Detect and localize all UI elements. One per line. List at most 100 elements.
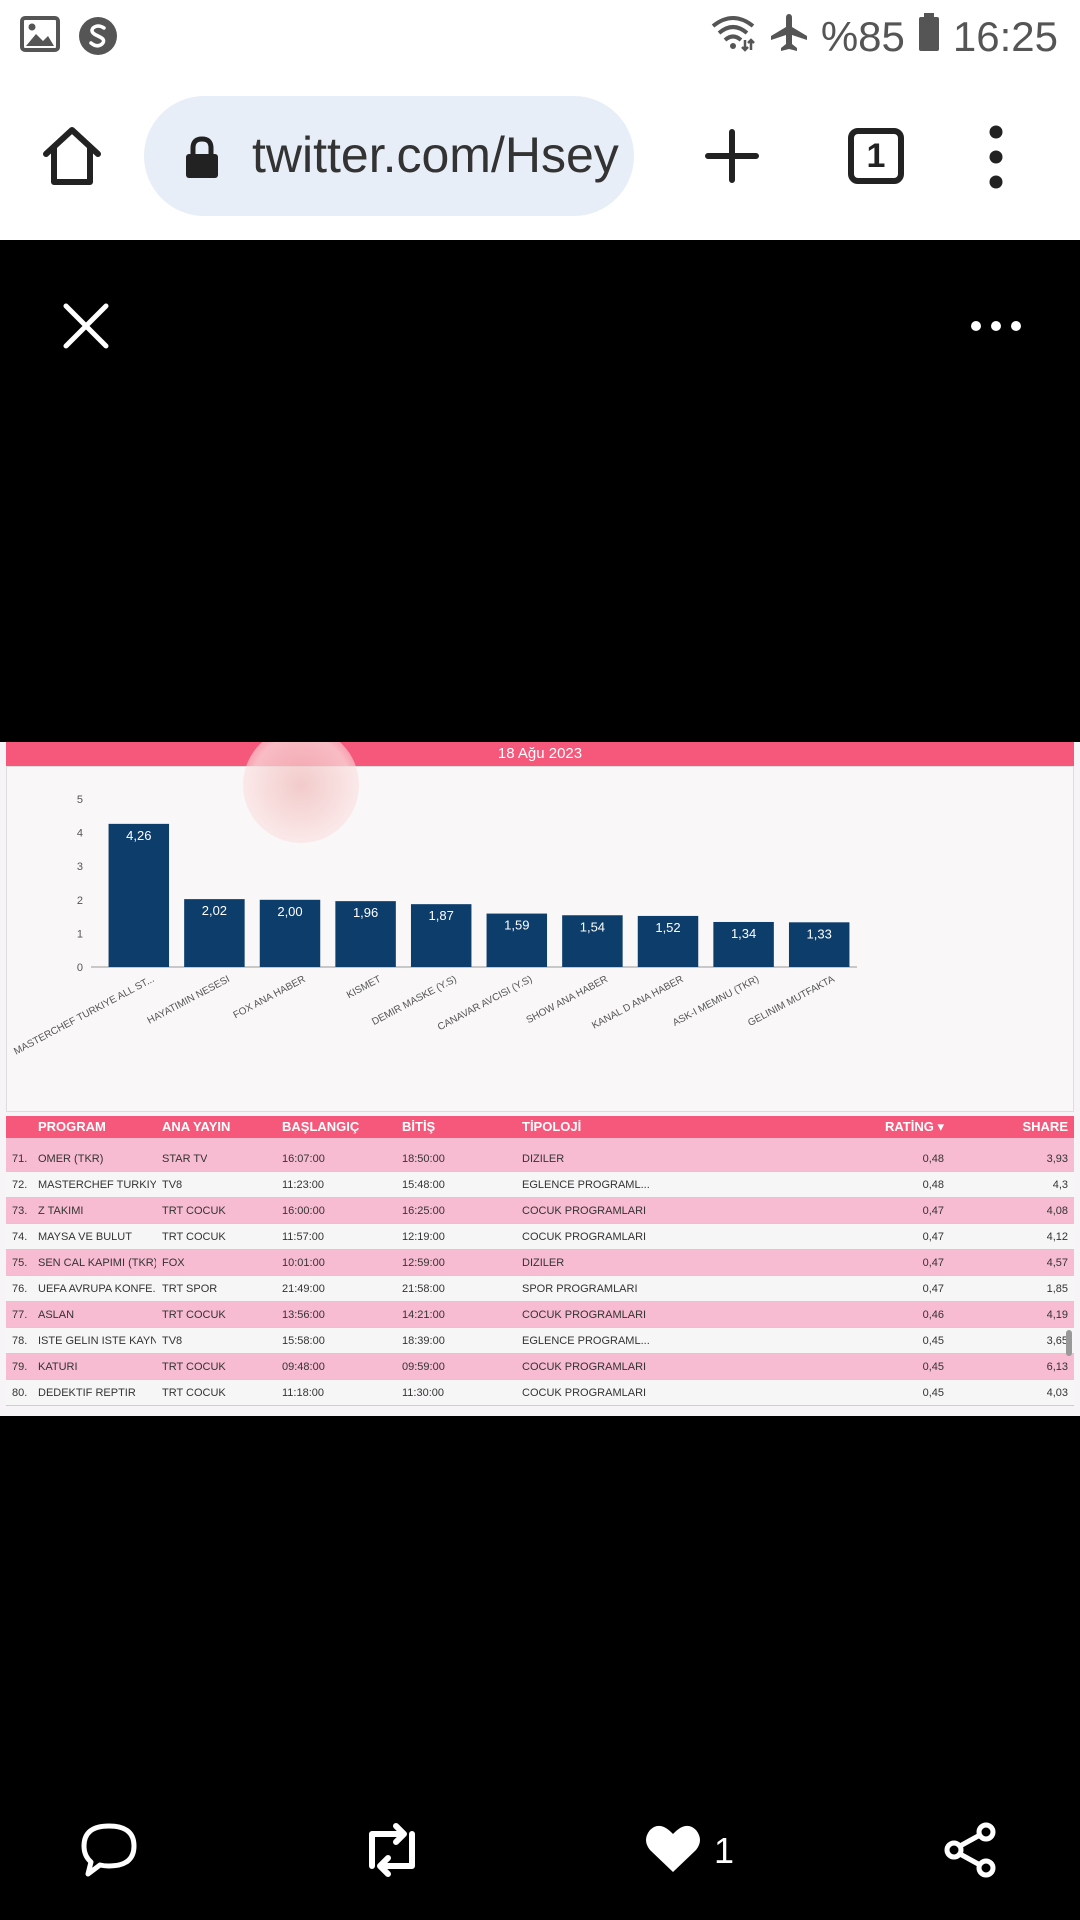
more-horizontal-icon <box>971 321 1021 331</box>
battery-percent: %85 <box>820 13 905 60</box>
comment-icon <box>81 1823 137 1877</box>
table-row: 80. DEDEKTIF REPTIR TRT COCUK 11:18:00 11:30… <box>6 1380 1074 1406</box>
bar <box>713 921 774 967</box>
home-button[interactable] <box>40 124 104 188</box>
bar <box>108 823 170 967</box>
gallery-icon <box>20 16 60 61</box>
cell-end: 11:30:00 <box>402 1387 445 1399</box>
bar-value-label: 1,33 <box>807 926 832 941</box>
reply-button[interactable] <box>80 1822 138 1883</box>
cell-channel: TV8 <box>162 1179 183 1191</box>
address-bar[interactable]: twitter.com/Hsey <box>144 96 634 216</box>
y-tick-label: 1 <box>77 928 83 940</box>
bar <box>335 901 396 967</box>
cell-rating: 0,45 <box>922 1387 944 1399</box>
row-number: 74. <box>12 1231 28 1243</box>
x-tick-label: FOX ANA HABER <box>232 974 308 1021</box>
cell-channel: TRT COCUK <box>162 1387 226 1399</box>
cell-channel: TRT SPOR <box>162 1283 218 1295</box>
ratings-table: PROGRAM ANA YAYIN BAŞLANGIÇ BİTİŞ TİPOLOJİ RA… <box>6 1116 1074 1406</box>
chart-svg: 0 1 2 3 4 5 4,26 MASTERCHEF TURKIYE ALL ST... 2,… <box>12 794 857 1058</box>
column-header: TİPOLOJİ <box>522 1119 582 1134</box>
close-button[interactable] <box>60 300 112 352</box>
more-vertical-icon <box>989 125 1003 189</box>
cell-share: 4,08 <box>1046 1205 1068 1217</box>
cell-rating: 0,48 <box>922 1179 944 1191</box>
cell-program: ASLAN <box>38 1309 75 1321</box>
cell-start: 16:07:00 <box>282 1153 325 1165</box>
cell-program: KATURI <box>38 1361 78 1373</box>
bar <box>410 904 472 967</box>
cell-channel: TRT COCUK <box>162 1309 226 1321</box>
row-number: 78. <box>12 1335 28 1347</box>
bar-chart: 0 1 2 3 4 5 4,26 MASTERCHEF TURKIYE ALL ST... 2,… <box>6 742 1074 1112</box>
cell-start: 11:57:00 <box>282 1231 325 1243</box>
y-tick-label: 3 <box>77 861 83 873</box>
bar-value-label: 2,00 <box>277 904 302 919</box>
cell-rating: 0,46 <box>922 1309 944 1321</box>
table-row: 74. MAYSA VE BULUT TRT COCUK 11:57:00 12:19:… <box>6 1224 1074 1250</box>
cell-end: 15:48:00 <box>402 1179 445 1191</box>
share-icon <box>944 1822 996 1878</box>
clock: 16:25 <box>952 13 1058 60</box>
table-row-partial: 70.HILE (TKR)SHOW TV11:21:0013:45:00DIZI… <box>6 1138 1074 1146</box>
cell-rating: 0,47 <box>922 1205 944 1217</box>
table-row: 73. Z TAKIMI TRT COCUK 16:00:00 16:25:00 COCU… <box>6 1198 1074 1224</box>
row-number: 79. <box>12 1361 28 1373</box>
airplane-icon <box>769 12 809 62</box>
row-number: 72. <box>12 1179 28 1191</box>
row-number: 71. <box>12 1153 28 1165</box>
table-row: 71. OMER (TKR) STAR TV 16:07:00 18:50:00 DIZI… <box>6 1146 1074 1172</box>
column-header: PROGRAM <box>38 1119 106 1134</box>
bar-value-label: 1,54 <box>580 919 605 934</box>
cell-type: COCUK PROGRAMLARI <box>522 1309 647 1321</box>
cell-type: EGLENCE PROGRAML... <box>522 1179 650 1191</box>
bar-value-label: 1,87 <box>429 908 454 923</box>
bar-value-label: 1,34 <box>731 926 756 941</box>
battery-icon <box>917 12 941 62</box>
cell-rating: 0,48 <box>922 1153 944 1165</box>
retweet-button[interactable] <box>360 1822 424 1883</box>
cell-start: 10:01:00 <box>282 1257 325 1269</box>
share-button[interactable] <box>942 1822 998 1883</box>
table-scrollbar[interactable] <box>1066 1330 1072 1356</box>
bar-value-label: 1,59 <box>504 918 529 933</box>
cell-channel: FOX <box>162 1257 185 1269</box>
more-options-button[interactable] <box>970 314 1022 338</box>
like-button[interactable] <box>644 1822 702 1881</box>
bar <box>184 899 245 967</box>
decorative-circle <box>243 742 359 843</box>
x-tick-label: MASTERCHEF TURKIYE ALL ST... <box>12 974 156 1058</box>
cell-share: 1,85 <box>1046 1283 1068 1295</box>
tweet-image[interactable]: 18 Ağu 2023 0 1 2 3 4 5 4,26 MASTERCHEF TURKIYE… <box>0 742 1080 1416</box>
cell-program: Z TAKIMI <box>38 1205 84 1217</box>
home-icon <box>43 127 101 185</box>
bar <box>788 922 850 967</box>
row-number: 75. <box>12 1257 28 1269</box>
table-row: 75. SEN CAL KAPIMI (TKR) FOX 10:01:00 12:59:… <box>6 1250 1074 1276</box>
cell-end: 12:59:00 <box>402 1257 445 1269</box>
new-tab-button[interactable] <box>704 128 760 184</box>
bar <box>562 915 623 967</box>
cell-type: DIZILER <box>522 1257 565 1269</box>
browser-menu-button[interactable] <box>976 124 1016 190</box>
column-header[interactable]: RATİNG ▾ <box>884 1119 944 1134</box>
cell-start: 21:49:00 <box>282 1283 325 1295</box>
cell-end: 16:25:00 <box>402 1205 445 1217</box>
cell-end: 21:58:00 <box>402 1283 445 1295</box>
cell-share: 3,93 <box>1046 1153 1068 1165</box>
cell-program: ISTE GELIN ISTE KAYN... <box>38 1335 156 1347</box>
y-tick-label: 0 <box>77 962 83 974</box>
table-row: 76. UEFA AVRUPA KONFE... TRT SPOR 21:49:00 2… <box>6 1276 1074 1302</box>
cell-program: OMER (TKR) <box>38 1153 104 1165</box>
bar-value-label: 2,02 <box>202 903 227 918</box>
bar <box>259 899 321 967</box>
cell-rating: 0,47 <box>922 1283 944 1295</box>
cell-share: 4,19 <box>1046 1309 1068 1321</box>
cell-type: EGLENCE PROGRAML... <box>522 1335 650 1347</box>
heart-icon <box>646 1825 700 1872</box>
column-header: BİTİŞ <box>402 1119 436 1134</box>
x-tick-label: HAYATIMIN NESESI <box>146 974 232 1027</box>
tab-switcher-button[interactable]: 1 <box>848 128 904 184</box>
row-number: 80. <box>12 1387 28 1399</box>
